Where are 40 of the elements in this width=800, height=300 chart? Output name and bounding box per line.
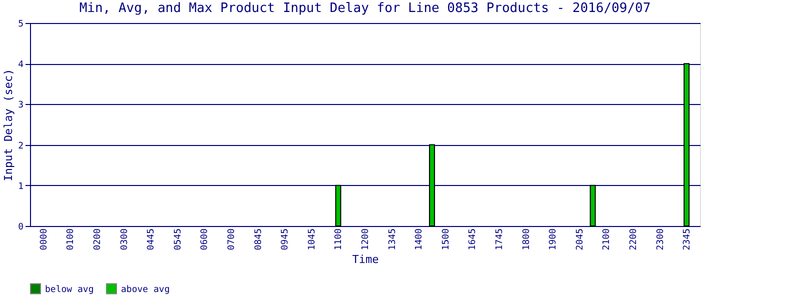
y-tick-label: 4 (18, 60, 24, 70)
x-tick-label: 0200 (93, 228, 103, 250)
x-tick-label: 0600 (200, 228, 210, 250)
x-tick-label: 1800 (522, 228, 532, 250)
x-tick-label: 0000 (39, 228, 50, 250)
y-tick-label: 0 (18, 222, 24, 232)
x-tick-label: 0445 (146, 228, 157, 250)
bar (590, 184, 596, 226)
x-tick-label: 1100 (334, 228, 344, 250)
y-axis-title: Input Delay (sec) (2, 68, 16, 182)
x-tick-label: 1400 (414, 228, 425, 250)
x-axis-title: Time (352, 253, 379, 266)
legend-label: below avg (45, 284, 94, 295)
x-tick-label: 0300 (120, 228, 130, 250)
bar (335, 184, 342, 226)
x-tick-label: 1200 (361, 228, 371, 250)
x-tick-label: 2100 (602, 228, 612, 250)
x-tick-label: 1900 (548, 228, 559, 250)
x-tick-label: 1645 (468, 228, 478, 250)
bar (684, 63, 690, 226)
x-tick-label: 0100 (66, 228, 76, 250)
x-tick-label: 2345 (682, 228, 693, 250)
chart-title: Min, Avg, and Max Product Input Delay for Line 0853 Products - 2016/09/07 (79, 1, 651, 16)
y-tick-label: 3 (18, 100, 24, 111)
x-tick-label: 2045 (575, 228, 586, 250)
x-tick-label: 1045 (307, 228, 318, 250)
x-tick-label: 0545 (173, 228, 184, 250)
bar (429, 144, 435, 226)
y-tick-label: 5 (18, 20, 24, 30)
x-tick-label: 1500 (441, 228, 452, 250)
x-tick-label: 1345 (388, 228, 398, 250)
x-tick-label: 2200 (629, 228, 639, 250)
legend-label: above avg (121, 284, 170, 295)
x-tick-label: 0845 (254, 228, 264, 250)
x-tick-label: 0700 (227, 228, 237, 250)
y-tick-label: 2 (18, 141, 24, 152)
y-tick-label: 1 (18, 182, 24, 192)
x-tick-label: 2300 (656, 228, 666, 250)
x-tick-label: 0945 (280, 228, 291, 250)
x-tick-label: 1745 (495, 228, 505, 250)
